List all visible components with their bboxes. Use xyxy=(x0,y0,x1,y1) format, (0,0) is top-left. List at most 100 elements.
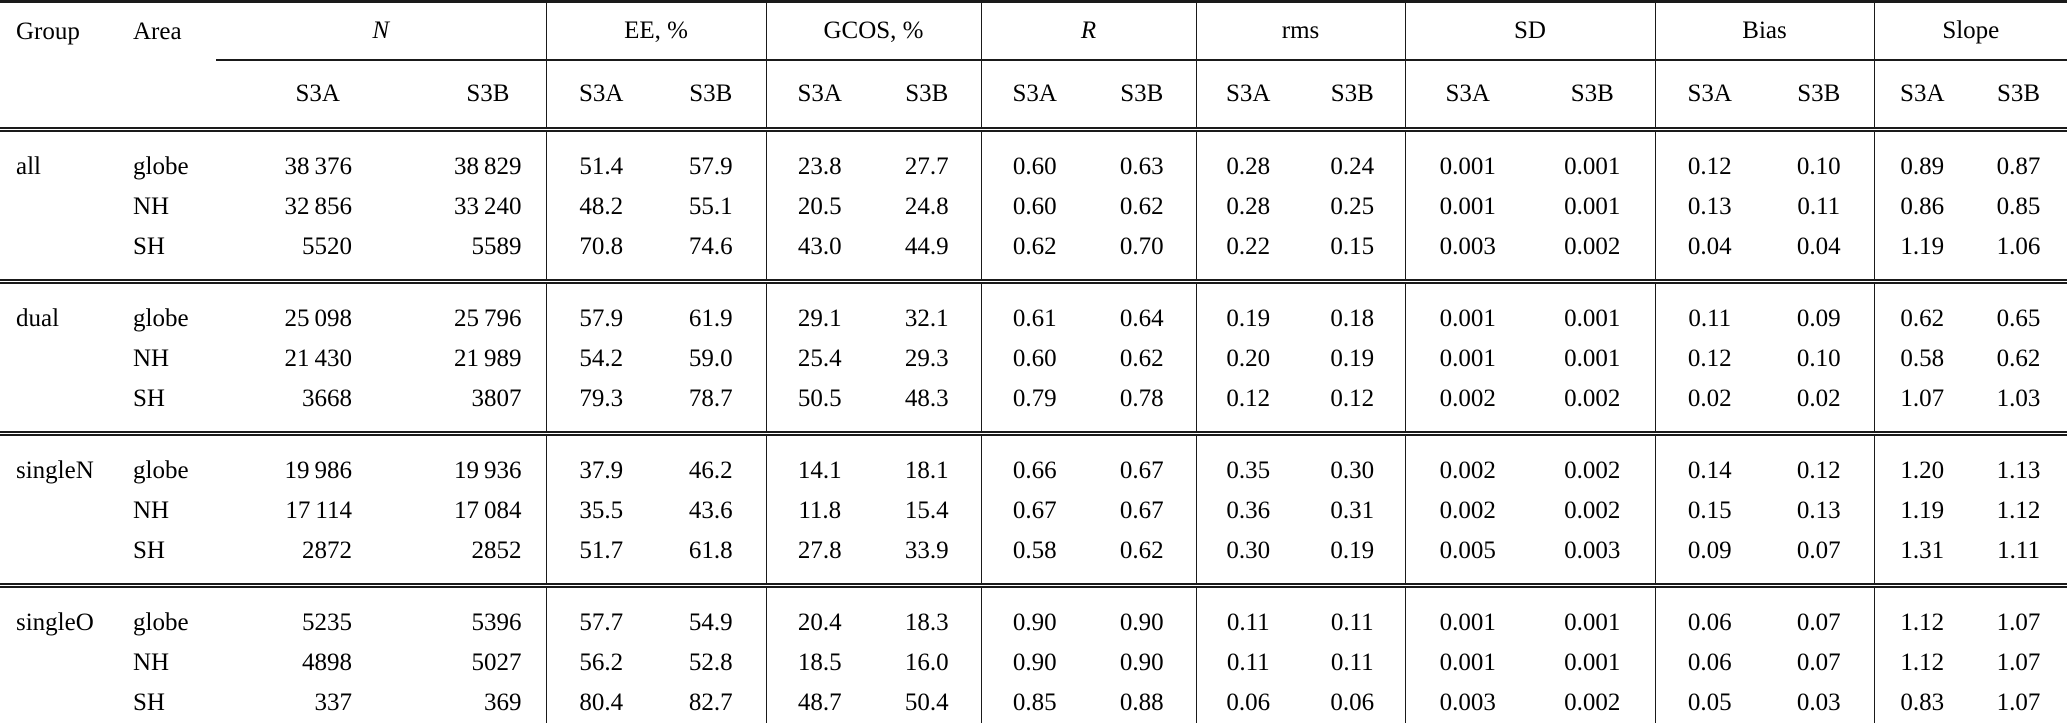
value-cell: 0.18 xyxy=(1330,305,1375,332)
value-cell: 50.4 xyxy=(904,689,949,716)
header-row-satellites: S3A S3B S3A S3B S3A S3B S3A S3B S3A S3B S3A S3B S3A S… xyxy=(0,60,2067,130)
value-cell: 61.8 xyxy=(688,537,733,564)
value-cell: 51.4 xyxy=(545,129,656,187)
value-cell: 0.62 xyxy=(1119,345,1164,372)
value-cell: 0.67 xyxy=(1119,457,1164,484)
value-cell: 0.001 xyxy=(1564,193,1621,220)
value-cell: 1.19 xyxy=(1873,491,1971,531)
subheader-ee-pct-s3b: S3B xyxy=(689,80,733,107)
area-cell: NH xyxy=(133,193,170,220)
value-cell: 0.06 xyxy=(1654,585,1765,643)
value-cell: 0.61 xyxy=(980,281,1089,339)
value-cell: 0.62 xyxy=(980,227,1089,282)
value-cell: 0.28 xyxy=(1195,129,1301,187)
table-row: SH 2872 2852 51.7 61.8 27.8 33.9 0.58 0.62 0.30 0.… xyxy=(0,531,2067,586)
group-block-singleO: singleO globe 5235 5396 57.7 54.9 20.4 18.3 0.90… xyxy=(0,585,2067,723)
value-cell: 1.07 xyxy=(1873,379,1971,434)
area-cell: globe xyxy=(133,153,189,180)
value-cell: 0.06 xyxy=(1654,643,1765,683)
value-cell: 0.70 xyxy=(1119,233,1164,260)
table-row: singleO globe 5235 5396 57.7 54.9 20.4 18.3 0.90… xyxy=(0,585,2067,643)
header-spacer-group xyxy=(0,60,130,130)
header-spacer-area xyxy=(130,60,216,130)
measure-header-label-sd: SD xyxy=(1514,17,1546,44)
value-cell: 0.09 xyxy=(1654,531,1765,586)
value-cell: 0.10 xyxy=(1796,345,1841,372)
value-cell: 5589 xyxy=(471,233,522,260)
subheader-rms-s3b: S3B xyxy=(1330,80,1374,107)
value-cell: 0.36 xyxy=(1195,491,1301,531)
value-cell: 0.12 xyxy=(1195,379,1301,434)
value-cell: 1.07 xyxy=(1996,649,2041,676)
measure-header-label-gcos-pct: GCOS, % xyxy=(823,17,924,44)
value-cell: 0.07 xyxy=(1796,649,1841,676)
value-cell: 0.005 xyxy=(1404,531,1531,586)
subheader-slope-s3a: S3A xyxy=(1873,60,1971,130)
value-cell: 0.64 xyxy=(1119,305,1164,332)
area-cell: globe xyxy=(133,305,189,332)
value-cell: 79.3 xyxy=(545,379,656,434)
value-cell: 37.9 xyxy=(545,433,656,491)
value-cell: 15.4 xyxy=(904,497,949,524)
value-cell: 0.13 xyxy=(1654,187,1765,227)
area-cell: SH xyxy=(133,537,165,564)
value-cell: 18.3 xyxy=(904,609,949,636)
value-cell: 1.12 xyxy=(1873,585,1971,643)
value-cell: 1.20 xyxy=(1873,433,1971,491)
table-row: NH 17 114 17 084 35.5 43.6 11.8 15.4 0.67 0.67 0.… xyxy=(0,491,2067,531)
table-row: NH 32 856 33 240 48.2 55.1 20.5 24.8 0.60 0.62 0.… xyxy=(0,187,2067,227)
value-cell: 0.11 xyxy=(1654,281,1765,339)
group-block-dual: dual globe 25 098 25 796 57.9 61.9 29.1 32.1 0.6… xyxy=(0,281,2067,434)
value-cell: 0.002 xyxy=(1564,233,1621,260)
value-cell: 0.07 xyxy=(1796,537,1841,564)
value-cell: 0.88 xyxy=(1119,689,1164,716)
value-cell: 32.1 xyxy=(904,305,949,332)
value-cell: 0.79 xyxy=(980,379,1089,434)
group-label-cell: singleN xyxy=(16,457,94,484)
value-cell: 0.90 xyxy=(1119,609,1164,636)
value-cell: 0.04 xyxy=(1654,227,1765,282)
value-cell: 38 376 xyxy=(284,153,352,180)
value-cell: 5396 xyxy=(471,609,522,636)
value-cell: 18.1 xyxy=(904,457,949,484)
value-cell: 0.02 xyxy=(1654,379,1765,434)
value-cell: 0.15 xyxy=(1330,233,1375,260)
value-cell: 0.65 xyxy=(1996,305,2041,332)
value-cell: 0.001 xyxy=(1564,609,1621,636)
value-cell: 3668 xyxy=(302,385,352,412)
value-cell: 0.001 xyxy=(1564,345,1621,372)
value-cell: 0.63 xyxy=(1119,153,1164,180)
col-header-group: Group xyxy=(16,17,80,45)
measure-header-label-r: R xyxy=(1080,17,1097,44)
value-cell: 21 989 xyxy=(453,345,522,372)
group-label-cell xyxy=(0,643,130,683)
value-cell: 52.8 xyxy=(688,649,733,676)
value-cell: 1.13 xyxy=(1996,457,2041,484)
value-cell: 54.2 xyxy=(545,339,656,379)
value-cell: 0.19 xyxy=(1330,345,1375,372)
value-cell: 0.001 xyxy=(1564,305,1621,332)
value-cell: 27.7 xyxy=(904,153,949,180)
value-cell: 0.003 xyxy=(1564,537,1621,564)
measure-header-gcos-pct: GCOS, % xyxy=(765,1,982,61)
value-cell: 19 936 xyxy=(453,457,522,484)
subheader-r-s3b: S3B xyxy=(1120,80,1164,107)
subheader-gcos-pct-s3b: S3B xyxy=(905,80,949,107)
value-cell: 369 xyxy=(484,689,522,716)
table-row: SH 5520 5589 70.8 74.6 43.0 44.9 0.62 0.70 0.22 0.… xyxy=(0,227,2067,282)
value-cell: 0.67 xyxy=(1119,497,1164,524)
value-cell: 56.2 xyxy=(545,643,656,683)
value-cell: 17 114 xyxy=(285,497,352,524)
value-cell: 1.12 xyxy=(1873,643,1971,683)
area-cell: NH xyxy=(133,649,170,676)
value-cell: 29.3 xyxy=(904,345,949,372)
value-cell: 1.19 xyxy=(1873,227,1971,282)
value-cell: 55.1 xyxy=(688,193,733,220)
subheader-r-s3a: S3A xyxy=(980,60,1089,130)
value-cell: 20.5 xyxy=(765,187,873,227)
value-cell: 82.7 xyxy=(688,689,733,716)
value-cell: 23.8 xyxy=(765,129,873,187)
table-row: SH 3668 3807 79.3 78.7 50.5 48.3 0.79 0.78 0.12 0.… xyxy=(0,379,2067,434)
